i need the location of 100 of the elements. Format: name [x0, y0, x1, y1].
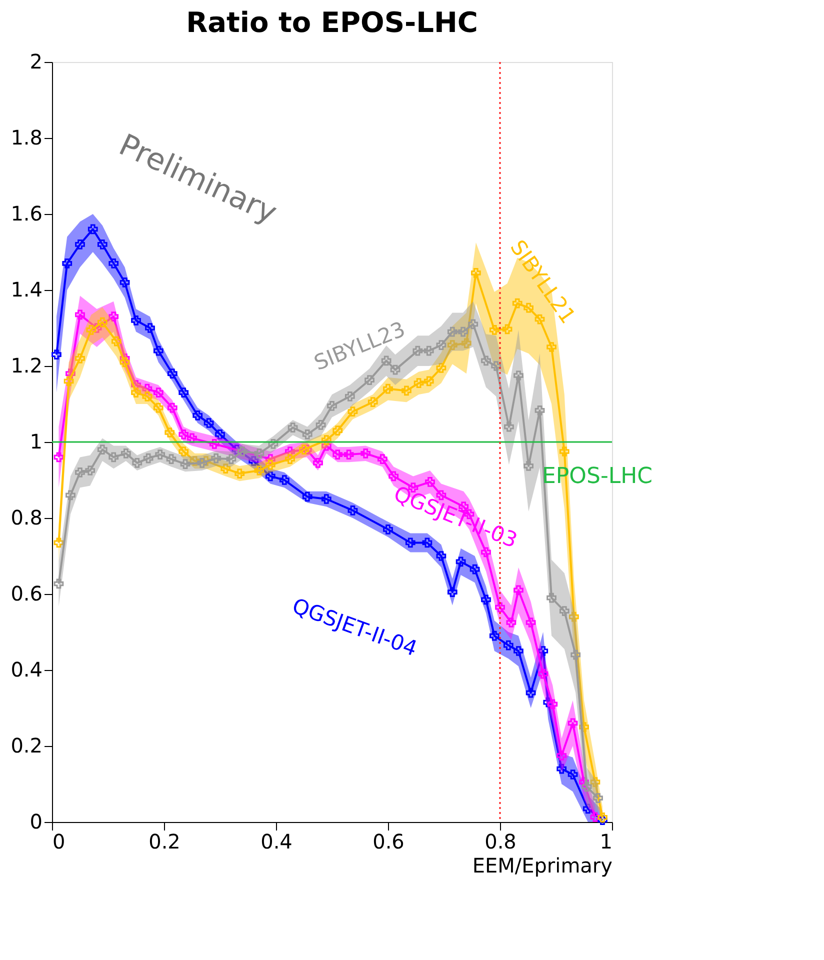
point: [254, 466, 264, 476]
point: [546, 342, 556, 352]
point: [332, 450, 343, 460]
point: [582, 782, 592, 792]
y-tick-label: 0.2: [10, 734, 42, 758]
point: [506, 618, 516, 628]
y-tick-label: 1.8: [10, 126, 42, 150]
point: [192, 410, 203, 420]
y-tick-label: 0.8: [10, 506, 42, 530]
point: [344, 450, 354, 460]
point: [321, 435, 332, 446]
point: [120, 277, 130, 288]
point: [548, 699, 558, 710]
point: [425, 476, 435, 487]
point: [232, 444, 242, 455]
point: [348, 406, 358, 417]
point: [503, 640, 514, 650]
point: [285, 446, 295, 456]
point: [456, 556, 466, 567]
point: [190, 456, 200, 466]
point: [75, 467, 85, 478]
point: [568, 718, 578, 728]
point: [582, 804, 593, 814]
point: [559, 446, 570, 456]
point: [279, 475, 290, 485]
point: [248, 456, 259, 466]
x-tick-label: 0.2: [148, 830, 180, 854]
point: [447, 340, 458, 350]
point: [164, 428, 175, 438]
point: [424, 346, 434, 356]
point: [364, 375, 374, 385]
point: [504, 422, 514, 432]
x-tick-label: 0: [52, 830, 66, 854]
point: [155, 450, 166, 460]
point: [66, 490, 76, 500]
point: [145, 323, 155, 333]
point: [180, 459, 190, 469]
point: [524, 461, 534, 471]
point: [178, 388, 189, 398]
point: [514, 370, 524, 380]
point: [313, 458, 323, 468]
point: [348, 505, 358, 516]
point: [131, 315, 141, 326]
point: [321, 494, 332, 504]
point: [412, 346, 423, 356]
point: [570, 650, 581, 660]
y-tick-label: 1: [30, 430, 42, 454]
point: [54, 578, 64, 589]
point: [461, 338, 472, 348]
point: [85, 466, 96, 476]
point: [120, 448, 131, 458]
point: [187, 433, 197, 444]
point: [598, 815, 608, 826]
point: [436, 340, 446, 350]
point: [153, 346, 164, 356]
point: [64, 376, 74, 386]
point: [436, 551, 446, 561]
y-tick-label: 0: [30, 810, 42, 834]
point: [447, 326, 458, 337]
point: [502, 324, 512, 334]
point: [332, 426, 343, 436]
point: [495, 602, 505, 612]
y-tick-label: 1.6: [10, 202, 42, 226]
point: [489, 630, 500, 641]
point: [54, 452, 64, 462]
point: [447, 587, 458, 598]
point: [481, 547, 491, 558]
point: [132, 458, 142, 468]
point: [211, 453, 222, 464]
point: [234, 468, 245, 478]
point: [344, 391, 355, 402]
point: [142, 384, 152, 394]
point: [383, 384, 393, 394]
point: [598, 812, 608, 822]
point: [153, 388, 164, 398]
point: [108, 452, 119, 462]
point: [377, 454, 388, 464]
x-tick-label: 0.4: [260, 830, 292, 854]
point: [302, 444, 312, 455]
point: [265, 454, 276, 464]
point: [197, 458, 208, 468]
point: [108, 312, 119, 322]
x-tick-label: 1: [600, 830, 612, 854]
y-tick-label: 0.6: [10, 582, 42, 606]
point: [470, 268, 481, 278]
y-tick-label: 1.4: [10, 278, 42, 302]
point: [52, 350, 62, 360]
point: [468, 319, 478, 330]
point: [538, 646, 548, 656]
point: [514, 585, 524, 596]
point: [97, 444, 108, 455]
point: [579, 722, 589, 732]
point: [546, 592, 556, 603]
point: [75, 239, 85, 250]
point: [178, 446, 189, 456]
point: [568, 612, 579, 622]
point: [131, 380, 141, 390]
point: [489, 324, 500, 335]
point: [556, 750, 567, 760]
point: [327, 400, 337, 411]
